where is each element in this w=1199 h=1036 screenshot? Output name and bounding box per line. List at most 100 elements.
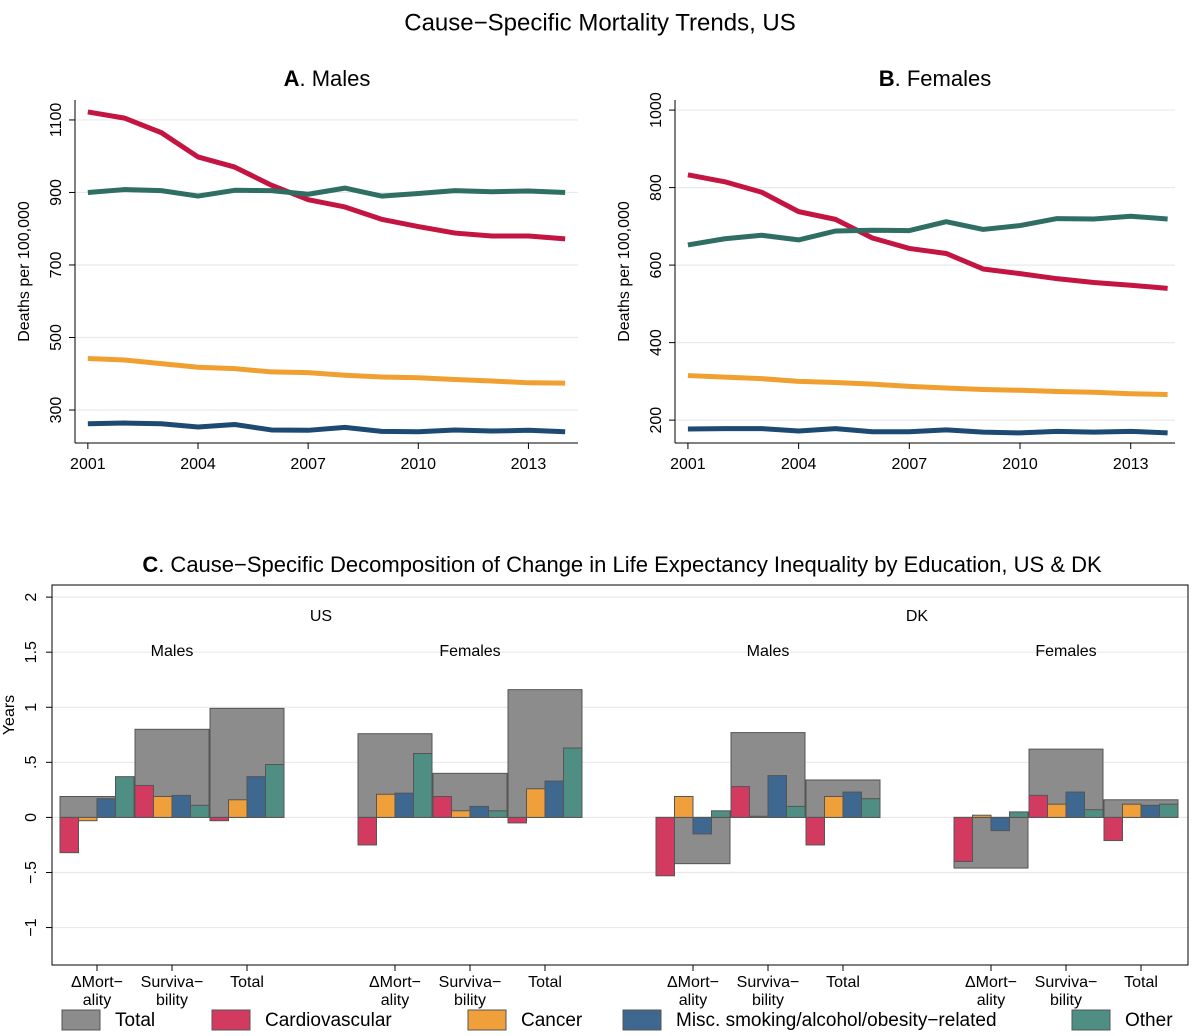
bar (153, 795, 173, 818)
bar (1028, 794, 1048, 818)
bar (78, 816, 98, 822)
subgroup-label: Males (151, 643, 194, 660)
x-tick-label: 2007 (290, 456, 326, 473)
bar (692, 816, 712, 835)
x-tick-label: 2007 (892, 456, 928, 473)
chart-title-text: . Females (895, 66, 992, 91)
x-tick-label: 2001 (670, 456, 706, 473)
bar (432, 795, 452, 818)
x-tick-label: Surviva− (439, 974, 502, 991)
chart-title: A. Males (284, 66, 371, 91)
y-tick-label: .5 (23, 756, 40, 769)
bar (246, 776, 266, 818)
bar (1009, 811, 1029, 818)
x-tick-label: 2010 (1002, 456, 1038, 473)
x-tick-label: bility (454, 992, 486, 1009)
x-tick-label: Surviva− (141, 974, 204, 991)
x-tick-label: 2004 (781, 456, 817, 473)
bar (413, 753, 433, 818)
legend-swatch (211, 1009, 251, 1031)
x-tick-label: Total (1124, 974, 1158, 991)
bar (265, 764, 285, 818)
y-tick-label: 1100 (48, 103, 65, 138)
bar (171, 794, 191, 818)
bar (730, 786, 750, 818)
x-tick-label: ality (679, 992, 707, 1009)
bar (861, 798, 881, 818)
bar (96, 798, 116, 818)
bar (394, 792, 414, 818)
bar (842, 791, 862, 818)
bar (674, 795, 694, 818)
y-axis-label: Deaths per 100,000 (616, 201, 633, 342)
x-tick-label: Surviva− (1035, 974, 1098, 991)
y-tick-label: −1 (23, 918, 40, 936)
legend-label: Total (115, 1010, 155, 1031)
subgroup-label: Males (747, 643, 790, 660)
line-series (87, 109, 566, 242)
bar (59, 816, 79, 854)
x-tick-label: ality (977, 992, 1005, 1009)
line-series (87, 356, 566, 386)
line-series (687, 213, 1168, 248)
bar (469, 805, 489, 818)
line-series (687, 426, 1168, 436)
y-axis-label: Years (1, 695, 18, 735)
line-series (687, 172, 1168, 291)
chart-title-text: . Cause−Specific Decomposition of Change… (158, 552, 1102, 577)
x-tick-label: bility (1050, 992, 1082, 1009)
x-tick-label: Surviva− (737, 974, 800, 991)
bar (824, 795, 844, 818)
y-tick-label: 2 (23, 593, 40, 602)
chart-title-letter: B (879, 66, 895, 91)
line-series (87, 420, 566, 435)
bar (749, 815, 769, 818)
line-series (687, 373, 1168, 398)
bar (655, 816, 675, 877)
subgroup-label: Females (1035, 643, 1096, 660)
bar (990, 816, 1010, 832)
x-tick-label: ΔMort− (965, 974, 1017, 991)
x-tick-label: 2013 (1113, 456, 1149, 473)
subgroup-label: Females (439, 643, 500, 660)
plot-frame (51, 584, 1189, 966)
chart-title-letter: A (284, 66, 300, 91)
bar (1103, 816, 1123, 842)
group-label: DK (906, 608, 929, 625)
y-axis-label: Deaths per 100,000 (16, 201, 33, 342)
y-tick-label: 500 (48, 324, 65, 351)
bar (228, 799, 248, 818)
y-tick-label: −.5 (23, 861, 40, 884)
bar (786, 805, 806, 818)
chart-title-letter: C (142, 552, 158, 577)
bar (1140, 804, 1160, 818)
y-tick-label: 800 (648, 174, 665, 201)
y-tick-label: 1.5 (23, 641, 40, 663)
x-tick-label: Total (826, 974, 860, 991)
line-series (87, 185, 566, 199)
bar (544, 780, 564, 818)
x-tick-label: Total (528, 974, 562, 991)
bar (972, 814, 992, 818)
chart-title: B. Females (879, 66, 991, 91)
legend-label: Cardiovascular (265, 1010, 392, 1031)
bar (767, 775, 787, 818)
bar (563, 747, 583, 818)
chart-title: C. Cause−Specific Decomposition of Chang… (142, 552, 1102, 577)
legend-label: Cancer (521, 1010, 583, 1031)
bar (805, 816, 825, 846)
legend-label: Misc. smoking/alcohol/obesity−related (676, 1010, 997, 1031)
bar (488, 810, 508, 818)
y-tick-label: 1000 (648, 92, 665, 128)
bar (451, 810, 471, 818)
bar (209, 816, 229, 822)
x-tick-label: bility (752, 992, 784, 1009)
bar (376, 793, 396, 818)
y-tick-label: 300 (48, 397, 65, 424)
y-tick-label: 0 (23, 813, 40, 822)
y-tick-label: 1 (23, 703, 40, 712)
x-tick-label: 2010 (400, 456, 436, 473)
bar (134, 784, 154, 818)
legend-swatch (467, 1009, 507, 1031)
